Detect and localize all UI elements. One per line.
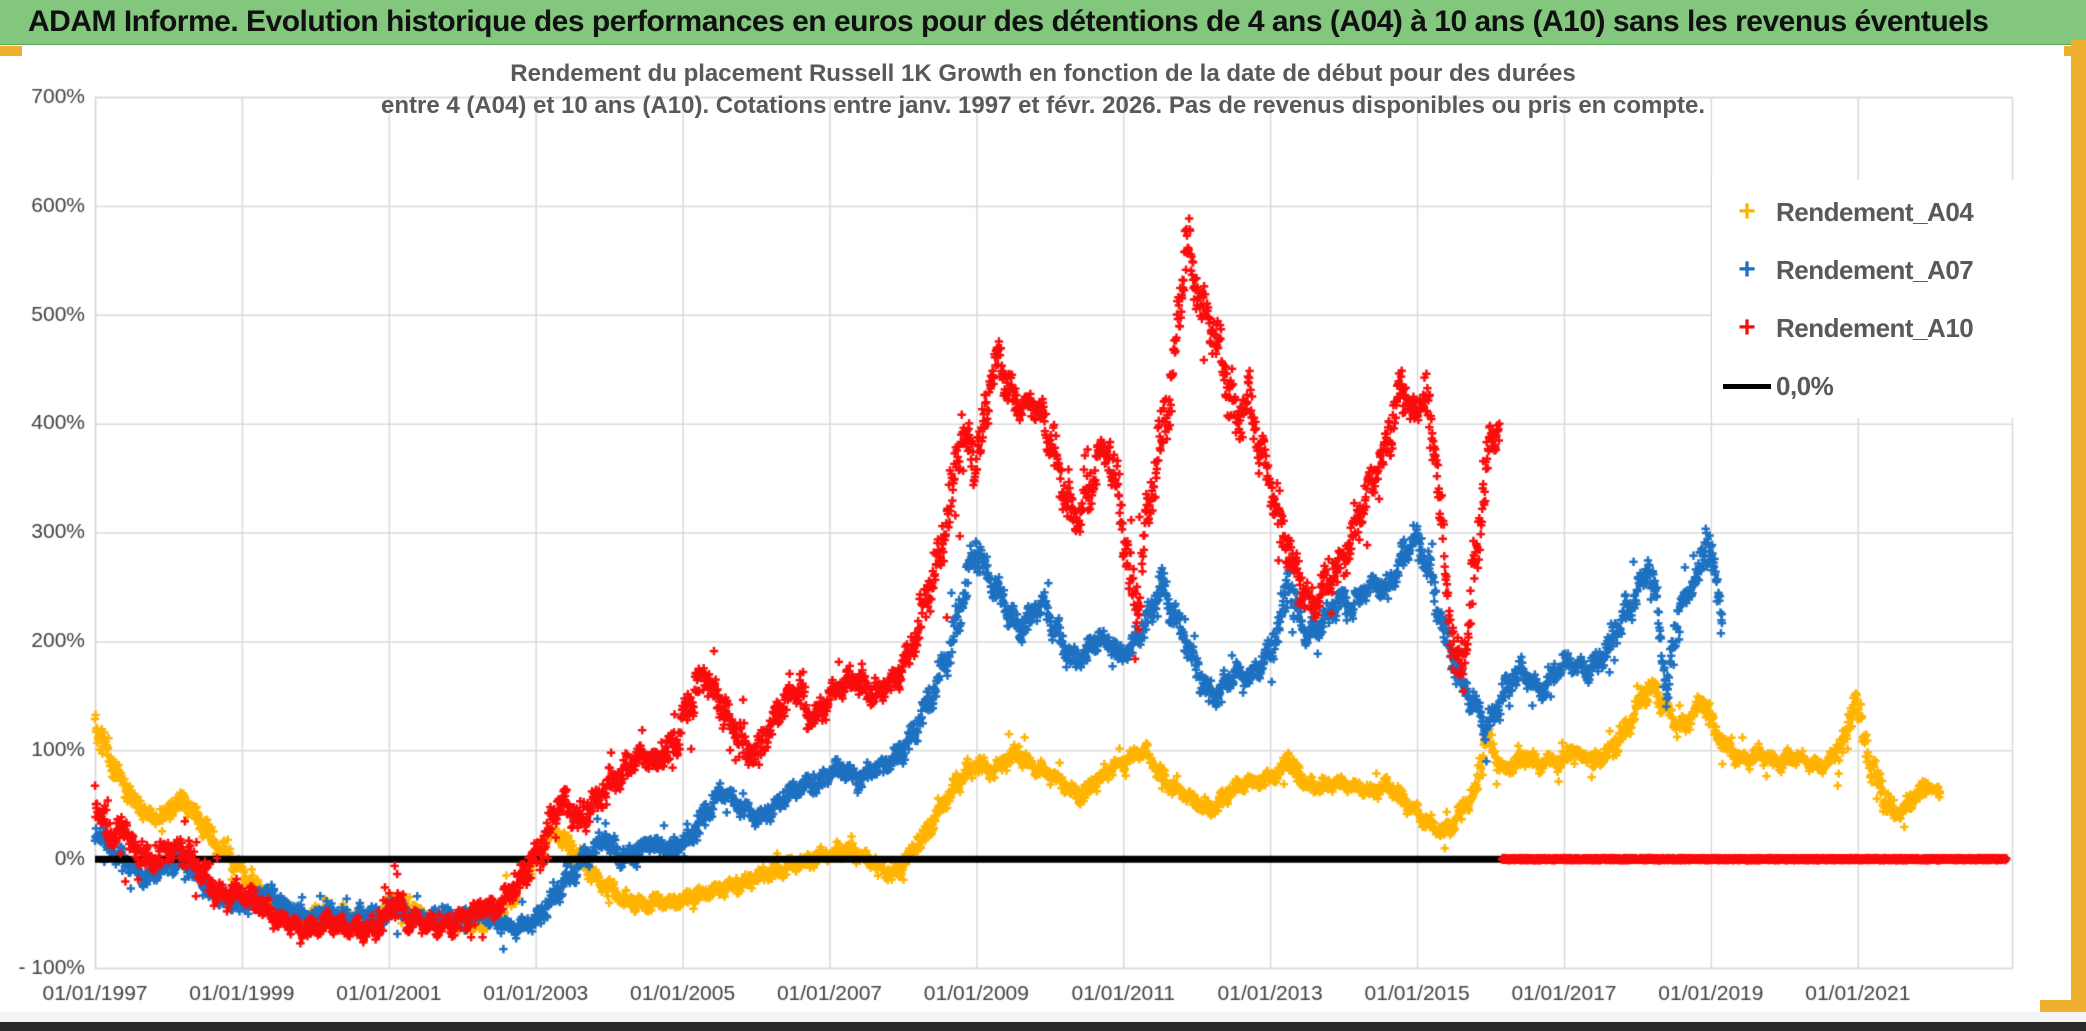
legend-plus-marker-icon: +	[1738, 253, 1756, 286]
legend-item-label: 0,0%	[1776, 370, 1834, 401]
chart-subtitle-line2: entre 4 (A04) et 10 ans (A10). Cotations…	[380, 92, 1706, 119]
legend-line-marker-icon	[1723, 383, 1771, 389]
legend-item-rendement-a04[interactable]: + Rendement_A04	[1718, 190, 2023, 234]
legend-plus-marker-icon: +	[1738, 311, 1756, 344]
legend-item-label: Rendement_A04	[1776, 196, 1974, 227]
legend-item-rendement-a10[interactable]: + Rendement_A10	[1718, 306, 2023, 350]
legend[interactable]: + Rendement_A04 + Rendement_A07 + Rendement_A…	[1712, 180, 2029, 418]
legend-item-rendement-a07[interactable]: + Rendement_A07	[1718, 248, 2023, 292]
legend-item-label: Rendement_A10	[1776, 312, 1974, 343]
chart-subtitle-line1: Rendement du placement Russell 1K Growth…	[510, 60, 1576, 87]
legend-plus-marker-icon: +	[1738, 195, 1756, 228]
legend-item-0-0-[interactable]: 0,0%	[1718, 364, 2023, 408]
legend-item-label: Rendement_A07	[1776, 254, 1974, 285]
